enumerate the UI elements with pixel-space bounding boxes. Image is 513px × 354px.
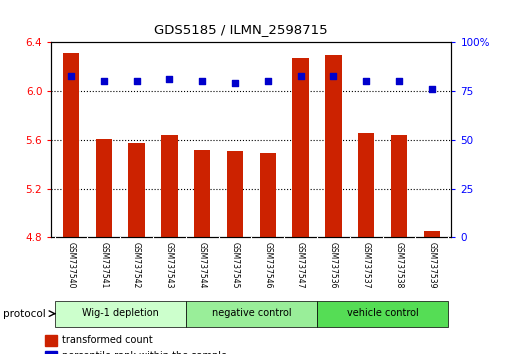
Point [67, 73, 75, 79]
Text: vehicle control: vehicle control [347, 308, 419, 318]
Bar [45, 351, 56, 354]
Text: GSM737546: GSM737546 [263, 242, 272, 289]
Point [428, 86, 436, 92]
Text: percentile rank within the sample: percentile rank within the sample [63, 351, 227, 354]
Text: GSM737544: GSM737544 [198, 242, 207, 289]
Point [100, 79, 108, 84]
Bar [358, 132, 374, 237]
Bar [54, 301, 186, 327]
Text: negative control: negative control [211, 308, 291, 318]
Text: transformed count: transformed count [63, 335, 153, 345]
Bar [186, 301, 317, 327]
Text: GSM737547: GSM737547 [296, 242, 305, 289]
Point [362, 79, 370, 84]
Text: GSM737538: GSM737538 [394, 242, 403, 289]
Text: protocol: protocol [3, 309, 45, 319]
Bar [260, 153, 276, 237]
Text: GSM737536: GSM737536 [329, 242, 338, 289]
Bar [194, 150, 210, 237]
Text: Wig-1 depletion: Wig-1 depletion [82, 308, 159, 318]
Point [132, 79, 141, 84]
Text: GSM737543: GSM737543 [165, 242, 174, 289]
Bar [317, 301, 448, 327]
Bar [95, 139, 112, 237]
Text: GSM737541: GSM737541 [100, 242, 108, 289]
Text: GSM737542: GSM737542 [132, 242, 141, 289]
Bar [45, 335, 56, 346]
Point [297, 73, 305, 79]
Point [329, 73, 338, 79]
Bar [161, 135, 177, 237]
Bar [128, 143, 145, 237]
Text: GSM737539: GSM737539 [427, 242, 436, 289]
Text: GSM737545: GSM737545 [230, 242, 240, 289]
Point [395, 79, 403, 84]
Bar [424, 231, 440, 237]
Bar [292, 58, 309, 237]
Text: GSM737540: GSM737540 [67, 242, 75, 289]
Bar [227, 151, 243, 237]
Point [264, 79, 272, 84]
Bar [63, 53, 79, 237]
Point [198, 79, 206, 84]
Text: GSM737537: GSM737537 [362, 242, 371, 289]
Text: GDS5185 / ILMN_2598715: GDS5185 / ILMN_2598715 [154, 23, 328, 36]
Bar [325, 55, 342, 237]
Point [165, 77, 173, 82]
Bar [391, 135, 407, 237]
Point [231, 81, 239, 86]
